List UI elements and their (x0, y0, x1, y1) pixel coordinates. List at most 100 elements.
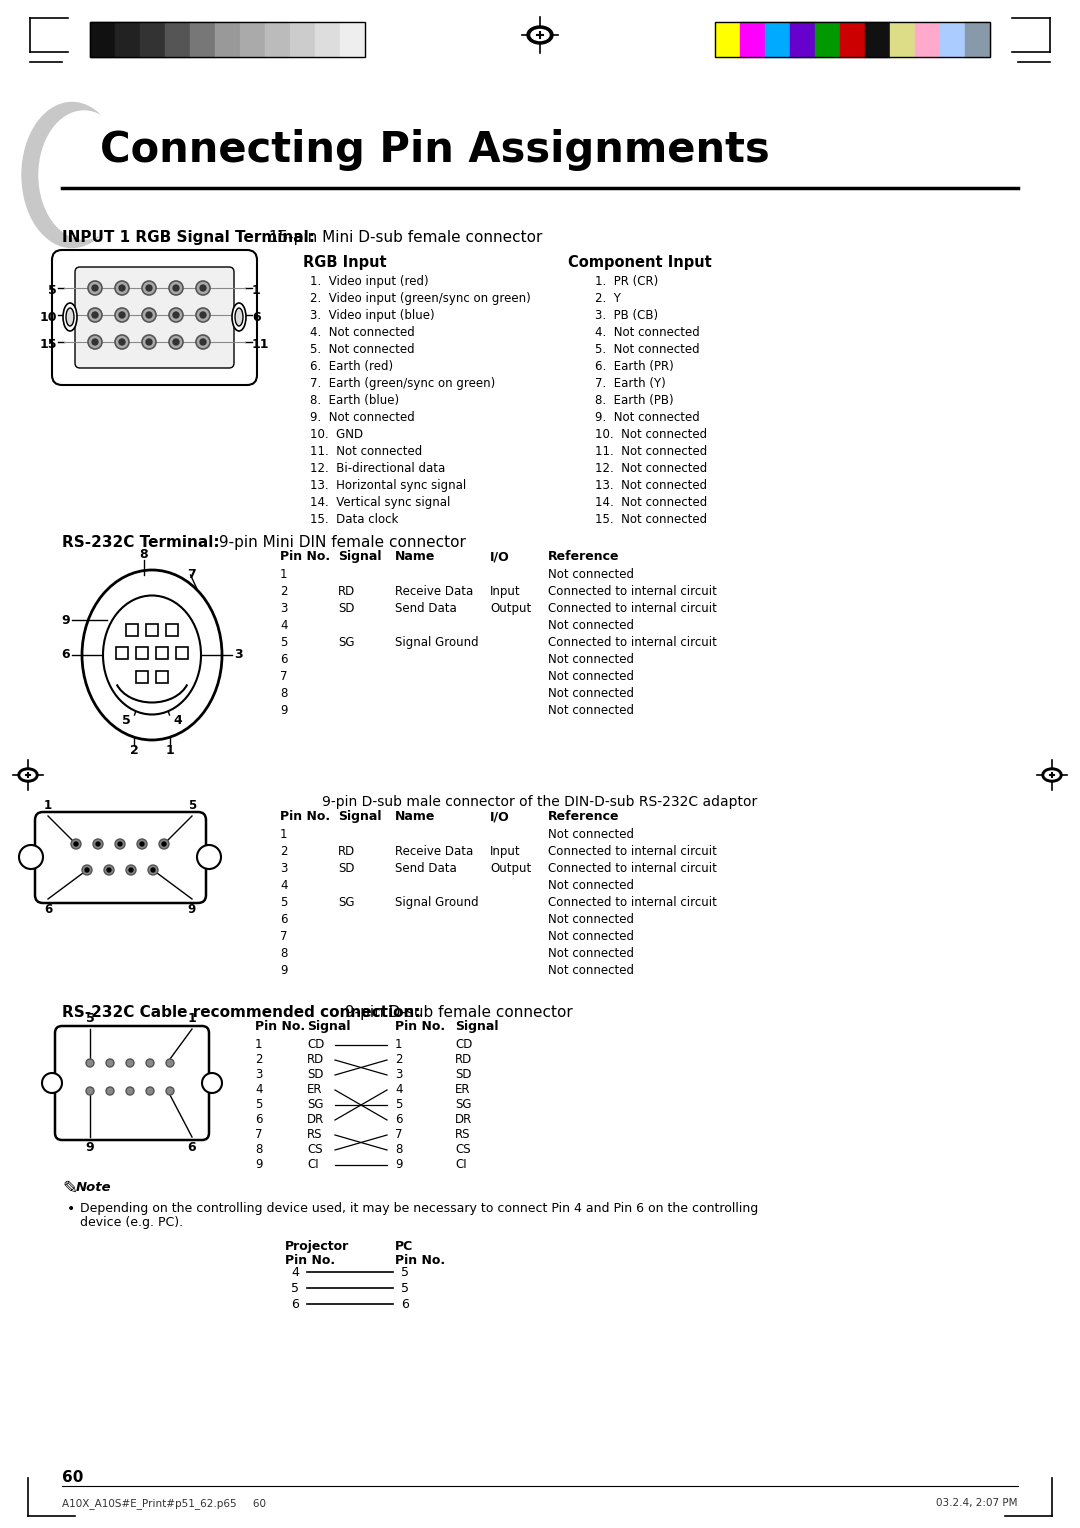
Text: Receive Data: Receive Data (395, 585, 473, 597)
Text: 7: 7 (280, 669, 287, 683)
FancyBboxPatch shape (55, 1025, 210, 1140)
Text: 8: 8 (395, 1143, 403, 1157)
Text: 1: 1 (252, 284, 260, 296)
Text: 2: 2 (255, 1053, 262, 1067)
Circle shape (168, 281, 183, 295)
Text: SG: SG (338, 636, 354, 649)
Text: 3: 3 (280, 602, 287, 614)
Circle shape (82, 865, 92, 876)
Text: 6: 6 (280, 914, 287, 926)
Text: 13.  Not connected: 13. Not connected (595, 478, 707, 492)
Circle shape (146, 1086, 154, 1096)
Circle shape (195, 335, 210, 348)
Circle shape (140, 842, 144, 847)
Circle shape (114, 309, 129, 322)
Text: 4.  Not connected: 4. Not connected (595, 325, 700, 339)
Text: 3: 3 (255, 1068, 262, 1080)
Text: RD: RD (455, 1053, 472, 1067)
Text: 9: 9 (255, 1158, 262, 1170)
Ellipse shape (527, 26, 553, 44)
Text: Input: Input (490, 845, 521, 859)
Text: Reference: Reference (548, 550, 620, 562)
Circle shape (42, 1073, 62, 1093)
Circle shape (151, 868, 156, 872)
Text: 4.  Not connected: 4. Not connected (310, 325, 415, 339)
Text: Not connected: Not connected (548, 964, 634, 976)
Text: Not connected: Not connected (548, 828, 634, 840)
Bar (156, 671, 168, 683)
Text: 1: 1 (44, 799, 52, 811)
Text: 5: 5 (291, 1282, 299, 1294)
Text: 9.  Not connected: 9. Not connected (310, 411, 415, 423)
Text: 3: 3 (234, 648, 243, 662)
Text: 15-pin Mini D-sub female connector: 15-pin Mini D-sub female connector (264, 231, 542, 244)
Text: SD: SD (338, 602, 354, 614)
Circle shape (197, 845, 221, 869)
Circle shape (106, 1086, 114, 1096)
Bar (126, 623, 138, 636)
Bar (765, 21, 789, 57)
Text: Not connected: Not connected (548, 688, 634, 700)
Text: 1: 1 (395, 1038, 403, 1051)
Text: 15: 15 (40, 338, 57, 351)
Circle shape (166, 1059, 174, 1067)
Text: SG: SG (307, 1099, 324, 1111)
Text: 9: 9 (62, 614, 70, 626)
Text: Not connected: Not connected (548, 652, 634, 666)
Text: 6: 6 (62, 648, 70, 662)
Text: 7: 7 (395, 1128, 403, 1141)
Text: 1: 1 (280, 568, 287, 581)
Circle shape (93, 839, 103, 850)
Circle shape (114, 281, 129, 295)
Text: DR: DR (455, 1112, 472, 1126)
Bar (966, 21, 990, 57)
Circle shape (173, 286, 179, 290)
Bar (715, 21, 990, 57)
Circle shape (75, 842, 78, 847)
Text: 5: 5 (122, 714, 131, 726)
Circle shape (173, 339, 179, 345)
Circle shape (107, 868, 111, 872)
Text: Projector: Projector (285, 1241, 349, 1253)
Circle shape (126, 865, 136, 876)
Text: 4: 4 (255, 1083, 262, 1096)
Text: 03.2.4, 2:07 PM: 03.2.4, 2:07 PM (936, 1497, 1018, 1508)
Circle shape (86, 1086, 94, 1096)
Circle shape (87, 281, 102, 295)
Text: 7.  Earth (green/sync on green): 7. Earth (green/sync on green) (310, 377, 496, 390)
Text: 7: 7 (280, 931, 287, 943)
Text: 4: 4 (280, 619, 287, 633)
Text: CS: CS (455, 1143, 471, 1157)
Bar (265, 21, 291, 57)
Text: •: • (67, 1203, 76, 1216)
Text: 5: 5 (280, 895, 287, 909)
Text: 6: 6 (252, 312, 260, 324)
Circle shape (168, 335, 183, 348)
Text: 5.  Not connected: 5. Not connected (595, 342, 700, 356)
Text: Not connected: Not connected (548, 568, 634, 581)
Circle shape (146, 286, 152, 290)
Text: 3.  PB (CB): 3. PB (CB) (595, 309, 658, 322)
Text: 8: 8 (255, 1143, 262, 1157)
Text: 2: 2 (395, 1053, 403, 1067)
Text: 10.  Not connected: 10. Not connected (595, 428, 707, 442)
Text: 6: 6 (395, 1112, 403, 1126)
Text: 11: 11 (252, 338, 270, 351)
Text: INPUT 1 RGB Signal Terminal:: INPUT 1 RGB Signal Terminal: (62, 231, 315, 244)
Bar (90, 21, 114, 57)
Text: 6: 6 (44, 903, 52, 915)
Ellipse shape (1042, 769, 1062, 782)
Text: SD: SD (455, 1068, 472, 1080)
Circle shape (202, 1073, 222, 1093)
Text: Depending on the controlling device used, it may be necessary to connect Pin 4 a: Depending on the controlling device used… (80, 1203, 758, 1215)
Text: SG: SG (338, 895, 354, 909)
Text: 9-pin D-sub female connector: 9-pin D-sub female connector (340, 1005, 572, 1021)
Text: 10: 10 (40, 312, 57, 324)
Circle shape (195, 281, 210, 295)
Text: 5: 5 (401, 1282, 409, 1294)
Text: CD: CD (307, 1038, 324, 1051)
Text: 12.  Bi-directional data: 12. Bi-directional data (310, 461, 445, 475)
Circle shape (168, 309, 183, 322)
Circle shape (126, 1086, 134, 1096)
Text: 4: 4 (395, 1083, 403, 1096)
